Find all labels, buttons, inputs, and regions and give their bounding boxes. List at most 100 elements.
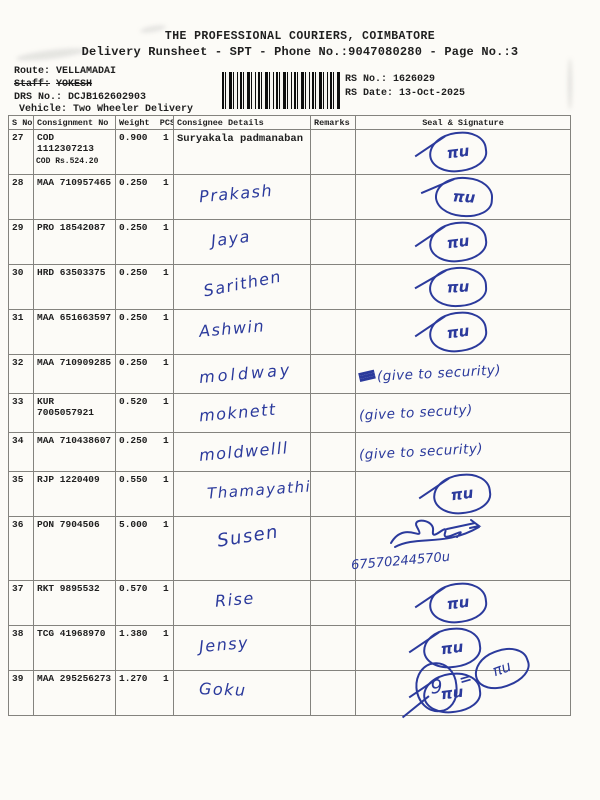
cell-sno: 34 [8,432,34,472]
cell-consignee: Rise [173,580,311,626]
cell-consignment: RJP 1220409 [33,471,116,517]
cell-weight-pcs: 0.250 1 [115,264,174,310]
vehicle-label: Vehicle: [19,104,68,116]
pcs-value: 1 [163,435,169,446]
cell-weight-pcs: 1.270 1 [115,670,174,716]
table-header-row: S No Consignment No Weight PCS Consignee De… [8,115,571,130]
company-title: THE PROFESSIONAL COURIERS, COIMBATORE [164,30,436,43]
rs-no-label: RS No.: [345,74,388,85]
drs-value: DCJB162602903 [68,91,147,103]
cell-signature: πu [355,308,571,356]
cell-remarks [310,625,356,671]
cell-remarks [310,670,356,716]
cell-sno: 31 [8,309,34,355]
drs-label: DRS No.: [14,91,63,103]
consignee-handwritten: Jensy [198,632,250,657]
cell-consignee: Prakash [173,174,311,220]
cell-consignee: Suryakala padmanaban [173,129,311,175]
consignee-handwritten: Ashwin [198,316,266,341]
route-line: Route: VELLAMADAI [14,66,193,79]
signature-note: (give to secuty) [358,402,474,424]
column-header: S No [8,115,34,130]
signature-note: (give to security) [358,440,484,464]
route-label: Route: [14,66,51,77]
cell-remarks [310,393,356,433]
consignee-handwritten: Prakash [198,180,274,207]
table-row: 28 MAA 710957465 0.250 1 Prakash πu [8,174,571,220]
cell-weight-pcs: 0.570 1 [115,580,174,626]
cell-signature: (give to security) [355,354,571,394]
cell-signature: πu [355,579,571,627]
vehicle-value: Two Wheeler Delivery [73,104,194,116]
weight-value: 1.380 [119,628,148,639]
consignee-handwritten: moknett [198,399,278,426]
consignee-handwritten: Rise [214,588,256,611]
weight-value: 0.520 [119,396,148,407]
consignee-handwritten: moldwelll [198,438,290,465]
cell-remarks [310,471,356,517]
cell-consignee: Jensy [173,625,311,671]
cell-sno: 32 [8,354,34,394]
table-row: 32 MAA 710909285 0.250 1 moldway (give to sec… [8,354,571,394]
table-row: 31 MAA 651663597 0.250 1 Ashwin πu [8,308,571,356]
runsheet-table: S No Consignment No Weight PCS Consignee De… [8,115,571,717]
cell-consignee: moldway [173,354,311,394]
cell-signature: πu [355,669,571,717]
table-row: 35 RJP 1220409 0.550 1 Thamayathi πu [8,470,571,518]
cod-note: COD Rs.524.20 [36,157,99,166]
table-row: 30 HRD 63503375 0.250 1 Sarithen πu [8,264,571,310]
cell-remarks [310,174,356,220]
cell-remarks [310,516,356,581]
scratched-out-mark [358,372,376,380]
pcs-value: 1 [163,396,169,407]
cell-remarks [310,354,356,394]
cell-weight-pcs: 0.250 1 [115,432,174,472]
pcs-value: 1 [163,132,169,143]
cell-sno: 27 [8,129,34,175]
rs-date-value: 13-Oct-2025 [399,88,466,99]
cell-consignment: MAA 710957465 [33,174,116,220]
cell-remarks [310,129,356,175]
cell-consignment: RKT 9895532 [33,580,116,626]
runsheet-subtitle: Delivery Runsheet - SPT - Phone No.:9047… [81,45,519,59]
cell-consignee: Ashwin [173,309,311,355]
cell-consignee: moknett [173,393,311,433]
cell-consignment: MAA 295256273 [33,670,116,716]
cell-sno: 38 [8,625,34,671]
cell-remarks [310,309,356,355]
table-row: 33 KUR 7005057921 0.520 1 moknett (give to se… [8,393,571,433]
consignee-handwritten: moldway [198,359,293,388]
weight-value: 0.250 [119,435,148,446]
column-header: Weight PCS [115,115,174,130]
staff-line: Staff: YOKESH [14,79,193,92]
table-row: 36 PON 7904506 5.000 1 Susen 67570244570u [8,516,571,581]
cell-weight-pcs: 1.380 1 [115,625,174,671]
cell-weight-pcs: 0.250 1 [115,219,174,265]
pcs-value: 1 [163,222,169,233]
rs-date-line: RS Date: 13-Oct-2025 [345,87,465,101]
signature-circle: πu [427,265,489,309]
cell-remarks [310,580,356,626]
signature-scribble [390,519,482,548]
cell-sno: 33 [8,393,34,433]
consignee-handwritten: Jaya [209,226,252,251]
consignee-handwritten: Goku [198,679,247,700]
cell-weight-pcs: 0.900 1 [115,129,174,175]
signature-phone-number: 67570244570u [350,549,451,574]
signature-circle: πu [430,470,494,518]
shipment-info-block: Route: VELLAMADAI Staff: YOKESH DRS No.:… [14,66,193,117]
consignee-handwritten: Thamayathi [206,477,312,503]
cell-weight-pcs: 0.250 1 [115,174,174,220]
cell-weight-pcs: 0.250 1 [115,309,174,355]
signature-circle: πu [426,128,490,176]
cell-consignment: TCG 41968970 [33,625,116,671]
weight-value: 5.000 [119,519,148,530]
cell-consignment: KUR 7005057921 [33,393,116,433]
cell-consignee: Jaya [173,219,311,265]
signature-note: (give to security) [358,362,502,385]
column-header: Remarks [310,115,356,130]
cell-weight-pcs: 0.250 1 [115,354,174,394]
signature-circle: πu [433,175,495,219]
column-header: Consignee Details [173,115,311,130]
signature-circle: πu [426,579,490,627]
